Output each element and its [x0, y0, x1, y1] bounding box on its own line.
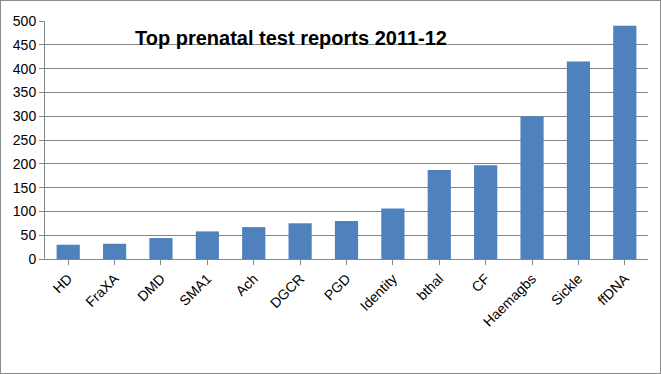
svg-text:HD: HD: [50, 271, 76, 297]
svg-text:350: 350: [13, 84, 37, 100]
svg-text:DMD: DMD: [134, 271, 168, 305]
svg-text:100: 100: [13, 203, 37, 219]
svg-text:DGCR: DGCR: [267, 271, 307, 311]
svg-text:ffDNA: ffDNA: [594, 270, 632, 308]
svg-text:bthal: bthal: [414, 271, 447, 304]
svg-text:250: 250: [13, 132, 37, 148]
svg-text:PGD: PGD: [321, 271, 354, 304]
svg-text:150: 150: [13, 180, 37, 196]
svg-text:Identity: Identity: [357, 271, 400, 314]
svg-text:Haemagbs: Haemagbs: [480, 271, 539, 330]
svg-text:50: 50: [21, 227, 37, 243]
svg-text:200: 200: [13, 156, 37, 172]
svg-text:SMA1: SMA1: [176, 270, 214, 308]
svg-text:Top prenatal test reports 2011: Top prenatal test reports 2011-12: [135, 27, 447, 49]
svg-text:CF: CF: [468, 271, 493, 296]
svg-text:300: 300: [13, 108, 37, 124]
svg-text:Ach: Ach: [232, 271, 260, 299]
svg-text:450: 450: [13, 37, 37, 53]
svg-text:FraXA: FraXA: [82, 270, 122, 310]
svg-text:Sickle: Sickle: [548, 270, 586, 308]
svg-text:400: 400: [13, 61, 37, 77]
svg-text:0: 0: [28, 251, 36, 267]
svg-text:500: 500: [13, 13, 37, 29]
